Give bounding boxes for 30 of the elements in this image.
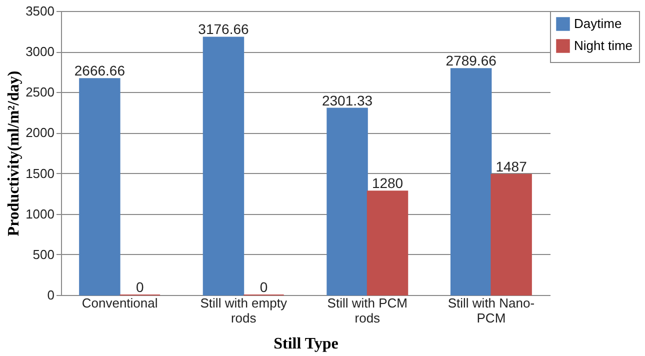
- data-label: 3176.66: [198, 21, 249, 38]
- data-label: 0: [136, 279, 144, 295]
- x-axis-title: Still Type: [274, 336, 338, 352]
- data-label: 0: [260, 279, 268, 295]
- x-tick-label: Conventional: [82, 296, 158, 310]
- y-tick-label: 2000: [26, 125, 54, 140]
- data-label: 2301.33: [322, 92, 373, 108]
- data-label: 1487: [496, 158, 528, 174]
- data-label: 2666.66: [74, 62, 126, 79]
- data-label: 2789.66: [446, 52, 497, 69]
- bar: [326, 108, 368, 296]
- legend-label: Night time: [574, 38, 633, 53]
- bar: [79, 78, 120, 296]
- y-tick-label: 1000: [26, 206, 54, 222]
- y-tick-label: 3000: [26, 44, 54, 60]
- legend-label: Daytime: [574, 16, 622, 31]
- data-label: 1280: [372, 175, 404, 192]
- y-axis-title: Productivity(ml/m²/day): [6, 70, 23, 236]
- y-tick-label: 0: [47, 288, 54, 302]
- x-tick-label: Still with empty rods: [200, 296, 288, 326]
- bar: [202, 36, 244, 296]
- bar: [450, 68, 492, 296]
- y-tick-label: 1500: [26, 166, 54, 181]
- bar: [490, 174, 532, 296]
- y-tick-label: 2500: [26, 84, 54, 100]
- bar: [366, 190, 408, 296]
- y-tick-label: 3500: [26, 4, 54, 18]
- x-tick-label: Still with Nano-PCM: [448, 296, 535, 326]
- y-tick-label: 500: [32, 246, 54, 262]
- x-tick-label: Still with PCM rods: [327, 296, 408, 326]
